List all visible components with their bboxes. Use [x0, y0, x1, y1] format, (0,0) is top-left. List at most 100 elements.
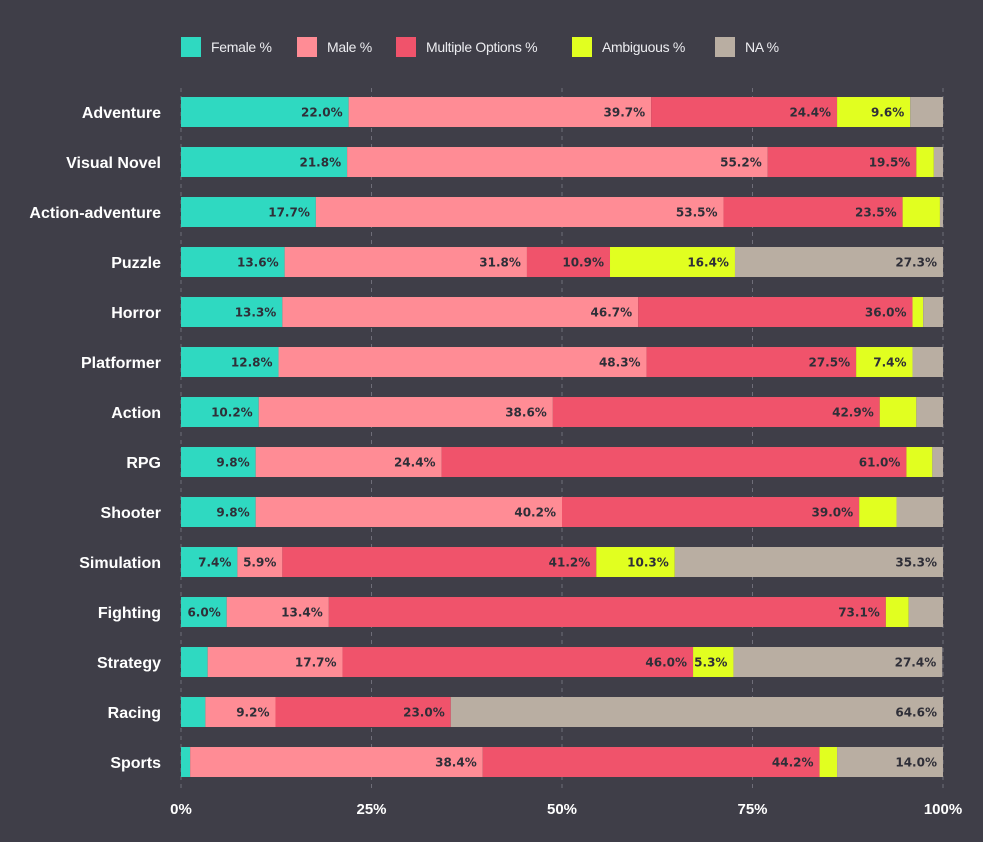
- data-label: 27.4%: [895, 656, 937, 670]
- bar-segment: [837, 747, 943, 777]
- bar-segment: [255, 447, 442, 477]
- legend-label: Female %: [211, 39, 272, 55]
- legend-label: Ambiguous %: [602, 39, 686, 55]
- data-label: 7.4%: [873, 356, 906, 370]
- bar-segment: [258, 397, 553, 427]
- category-label: Simulation: [79, 555, 161, 572]
- data-label: 46.7%: [591, 306, 633, 320]
- bar-segment: [562, 497, 860, 527]
- bar-segment: [923, 297, 943, 327]
- bar-segment: [328, 597, 886, 627]
- data-label: 61.0%: [859, 456, 901, 470]
- bar-segment: [181, 497, 256, 527]
- bar-segment: [651, 97, 838, 127]
- data-label: 27.5%: [808, 356, 850, 370]
- category-label: Action-adventure: [29, 205, 161, 222]
- x-tick-label: 0%: [170, 801, 192, 818]
- bar-segment: [896, 497, 943, 527]
- data-label: 73.1%: [838, 606, 880, 620]
- legend-item: Male %: [297, 37, 372, 57]
- category-label: Racing: [108, 705, 161, 722]
- bar-segment: [767, 147, 917, 177]
- bar-segment: [879, 397, 917, 427]
- data-label: 13.3%: [235, 306, 277, 320]
- bar-segment: [284, 247, 527, 277]
- data-label: 13.4%: [281, 606, 323, 620]
- bar-segment: [912, 347, 943, 377]
- data-label: 17.7%: [268, 206, 310, 220]
- legend-item: Multiple Options %: [396, 37, 538, 57]
- data-label: 7.4%: [198, 556, 231, 570]
- bar-segment: [939, 197, 943, 227]
- data-label: 17.7%: [295, 656, 337, 670]
- legend-label: Multiple Options %: [426, 39, 538, 55]
- category-label: Puzzle: [111, 255, 161, 272]
- data-label: 21.8%: [299, 156, 341, 170]
- legend-swatch: [297, 37, 317, 57]
- bar-segment: [902, 197, 940, 227]
- bar-segment: [906, 447, 933, 477]
- bar-segment: [910, 97, 943, 127]
- bar-segment: [278, 347, 647, 377]
- bar-segment: [190, 747, 483, 777]
- data-label: 53.5%: [676, 206, 718, 220]
- bar-segment: [908, 597, 943, 627]
- bar-segment: [348, 97, 652, 127]
- bar-segment: [674, 547, 943, 577]
- data-label: 9.2%: [236, 706, 269, 720]
- data-label: 38.4%: [435, 756, 477, 770]
- category-label: Platformer: [81, 355, 161, 372]
- data-label: 5.9%: [243, 556, 276, 570]
- bar-segment: [181, 597, 227, 627]
- x-tick-label: 50%: [547, 801, 577, 818]
- category-label: Horror: [111, 305, 161, 322]
- bar-segment: [450, 697, 943, 727]
- bar-segment: [181, 547, 238, 577]
- bar-segment: [638, 297, 913, 327]
- legend-item: Ambiguous %: [572, 37, 685, 57]
- bar-segment: [282, 297, 639, 327]
- data-label: 42.9%: [832, 406, 874, 420]
- bar-segment: [181, 247, 285, 277]
- category-label: Fighting: [98, 605, 161, 622]
- bar-segment: [932, 447, 943, 477]
- bar-segment: [734, 247, 943, 277]
- data-label: 5.3%: [694, 656, 727, 670]
- category-label: Visual Novel: [66, 155, 161, 172]
- category-label: Shooter: [101, 505, 161, 522]
- bar-segment: [693, 647, 734, 677]
- data-label: 41.2%: [549, 556, 591, 570]
- data-label: 24.4%: [789, 106, 831, 120]
- bar-segment: [237, 547, 283, 577]
- bar-segment: [181, 97, 349, 127]
- data-label: 10.9%: [562, 256, 604, 270]
- bar-segment: [916, 147, 934, 177]
- category-label: Sports: [110, 755, 161, 772]
- data-label: 10.2%: [211, 406, 253, 420]
- data-label: 40.2%: [514, 506, 556, 520]
- bar-segment: [885, 597, 909, 627]
- bar-segment: [723, 197, 903, 227]
- bar-segment: [282, 547, 597, 577]
- bar-segment: [315, 197, 724, 227]
- bar-segment: [837, 97, 911, 127]
- bar-segment: [552, 397, 880, 427]
- bar-segment: [441, 447, 907, 477]
- bar-segment: [526, 247, 611, 277]
- bar-segment: [255, 497, 562, 527]
- data-label: 39.0%: [812, 506, 854, 520]
- bar-segment: [181, 747, 191, 777]
- bar-segment: [181, 697, 206, 727]
- data-label: 31.8%: [479, 256, 521, 270]
- bar-segment: [181, 647, 208, 677]
- category-label: Adventure: [82, 105, 161, 122]
- data-label: 9.6%: [871, 106, 904, 120]
- bar-segment: [226, 597, 329, 627]
- legend-swatch: [715, 37, 735, 57]
- category-label: RPG: [126, 455, 161, 472]
- bar-segment: [181, 397, 259, 427]
- bar-segment: [610, 247, 735, 277]
- data-label: 27.3%: [895, 256, 937, 270]
- bar-segment: [347, 147, 768, 177]
